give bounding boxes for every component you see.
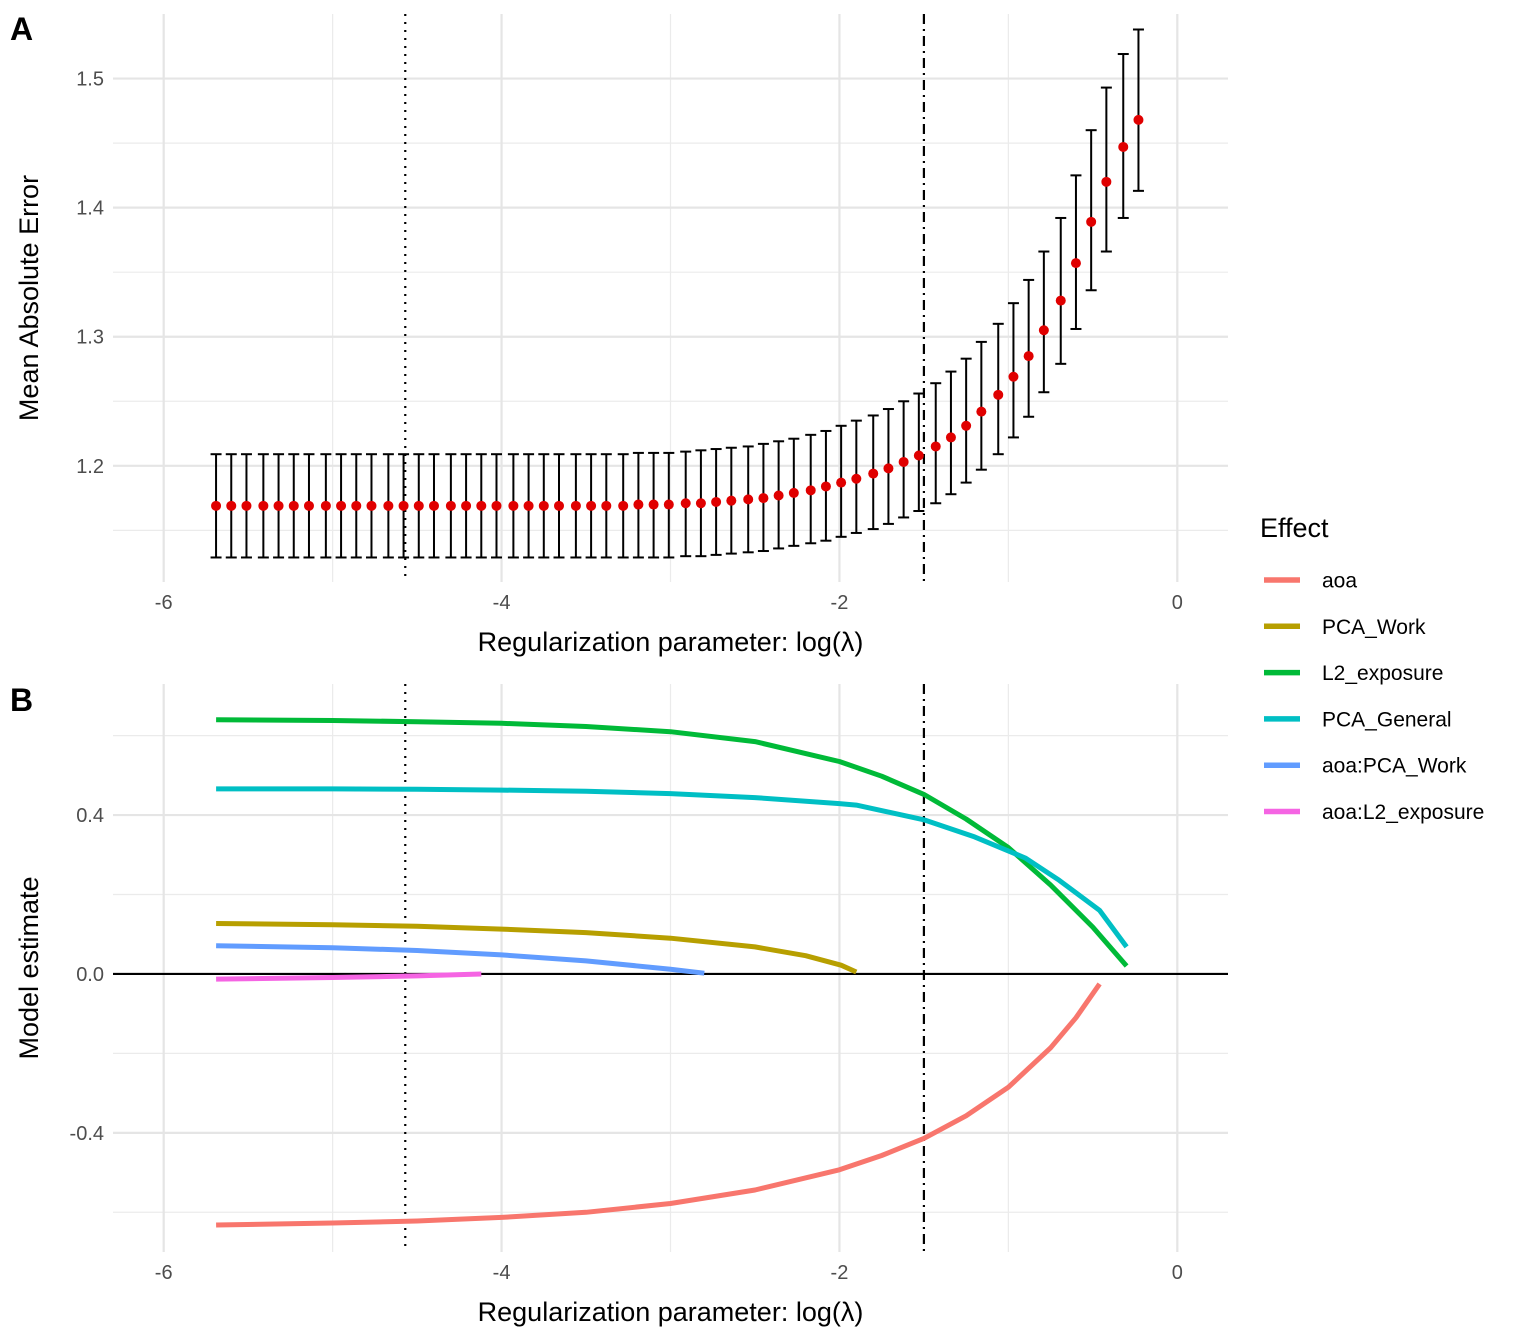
panel-a: -6 -4 -2 0 1.2 1.3 1.4 1.5 Regularization parame… bbox=[14, 14, 1228, 657]
legend-label: aoa bbox=[1322, 570, 1357, 593]
legend-label: PCA_Work bbox=[1322, 616, 1426, 639]
panel-b-label: B bbox=[10, 682, 33, 718]
legend: Effect aoa PCA_Work L2_exposure PCA_General… bbox=[1260, 513, 1484, 824]
mae-point bbox=[868, 468, 879, 479]
mae-point bbox=[288, 500, 299, 511]
mae-point bbox=[428, 500, 439, 511]
panel-a-y-tick-label: 1.5 bbox=[76, 69, 104, 91]
panel-a-x-tick-label: -6 bbox=[155, 592, 173, 614]
legend-title: Effect bbox=[1260, 513, 1329, 543]
series-line-aoa-pca-work bbox=[216, 943, 705, 976]
mae-point bbox=[523, 500, 534, 511]
panel-b-x-tick-label: 0 bbox=[1172, 1262, 1183, 1284]
mae-point bbox=[258, 500, 269, 511]
legend-label: L2_exposure bbox=[1322, 662, 1443, 685]
mae-point bbox=[883, 463, 894, 474]
mae-point bbox=[366, 500, 377, 511]
mae-point bbox=[711, 496, 722, 507]
legend-label: aoa:L2_exposure bbox=[1322, 801, 1484, 824]
series-line-pca-work bbox=[216, 921, 858, 975]
panel-b-x-tick-label: -6 bbox=[155, 1262, 173, 1284]
panel-a-y-tick-label: 1.4 bbox=[76, 198, 104, 220]
mae-point bbox=[788, 487, 799, 498]
mae-point bbox=[1101, 176, 1112, 187]
mae-point bbox=[851, 473, 862, 484]
legend-label: PCA_General bbox=[1322, 708, 1452, 731]
mae-point bbox=[226, 500, 237, 511]
panel-b-y-tick-label: 0.0 bbox=[76, 964, 104, 986]
mae-point bbox=[913, 450, 924, 461]
mae-point bbox=[1118, 141, 1129, 152]
mae-point bbox=[695, 498, 706, 509]
mae-point bbox=[1086, 216, 1097, 227]
mae-point bbox=[303, 500, 314, 511]
mae-point bbox=[1055, 295, 1066, 306]
mae-point bbox=[211, 500, 222, 511]
mae-point bbox=[320, 500, 331, 511]
mae-point bbox=[773, 490, 784, 501]
mae-point bbox=[586, 500, 597, 511]
series-line-aoa bbox=[216, 982, 1102, 1228]
mae-point bbox=[758, 493, 769, 504]
mae-point bbox=[743, 494, 754, 505]
mae-point bbox=[930, 441, 941, 452]
mae-point bbox=[1038, 325, 1049, 336]
mae-point bbox=[993, 389, 1004, 400]
mae-point bbox=[726, 495, 737, 506]
panel-a-y-tick-label: 1.2 bbox=[76, 456, 104, 478]
mae-point bbox=[1133, 114, 1144, 125]
mae-point bbox=[805, 485, 816, 496]
mae-point bbox=[820, 481, 831, 492]
panel-b-y-tick-label: 0.4 bbox=[76, 805, 104, 827]
panel-b-y-axis-title: Model estimate bbox=[14, 876, 44, 1059]
mae-point bbox=[398, 500, 409, 511]
mae-point bbox=[1023, 351, 1034, 362]
mae-point bbox=[898, 456, 909, 467]
panel-b: -6 -4 -2 0 -0.4 0.0 0.4 Regularization paramete… bbox=[14, 684, 1228, 1327]
mae-point bbox=[554, 500, 564, 511]
mae-point bbox=[836, 477, 847, 488]
mae-point bbox=[570, 500, 581, 511]
panel-a-y-tick-label: 1.3 bbox=[76, 327, 104, 349]
mae-point bbox=[1070, 258, 1081, 269]
mae-point bbox=[476, 500, 487, 511]
panel-a-y-axis-title: Mean Absolute Error bbox=[14, 175, 44, 421]
mae-point bbox=[945, 432, 956, 443]
mae-point bbox=[508, 500, 519, 511]
panel-a-x-axis-title: Regularization parameter: log(λ) bbox=[478, 627, 864, 657]
mae-point bbox=[273, 500, 284, 511]
mae-point bbox=[648, 499, 659, 510]
mae-point bbox=[961, 420, 972, 431]
mae-point bbox=[680, 498, 691, 509]
mae-point bbox=[618, 500, 629, 511]
mae-point bbox=[241, 500, 252, 511]
mae-point bbox=[413, 500, 424, 511]
panel-b-y-tick-label: -0.4 bbox=[70, 1123, 104, 1145]
mae-point bbox=[976, 406, 987, 417]
mae-point bbox=[383, 500, 394, 511]
panel-b-x-tick-label: -2 bbox=[831, 1262, 849, 1284]
series-line-l2-exposure bbox=[216, 717, 1129, 968]
panel-a-x-tick-label: -4 bbox=[493, 592, 511, 614]
mae-point bbox=[351, 500, 362, 511]
mae-point bbox=[1008, 371, 1019, 382]
mae-point bbox=[445, 500, 456, 511]
mae-point bbox=[336, 500, 347, 511]
mae-point bbox=[601, 500, 612, 511]
panel-a-x-tick-label: 0 bbox=[1172, 592, 1183, 614]
legend-label: aoa:PCA_Work bbox=[1322, 755, 1467, 778]
panel-a-x-tick-label: -2 bbox=[831, 592, 849, 614]
panel-a-label: A bbox=[10, 11, 33, 47]
mae-point bbox=[538, 500, 549, 511]
mae-point bbox=[461, 500, 472, 511]
panel-b-x-axis-title: Regularization parameter: log(λ) bbox=[478, 1297, 864, 1327]
mae-point bbox=[491, 500, 502, 511]
mae-point bbox=[663, 499, 674, 510]
series-line-pca-general bbox=[216, 786, 1129, 949]
series-line-aoa-l2-exposure bbox=[216, 971, 482, 982]
mae-point bbox=[633, 499, 644, 510]
panel-b-x-tick-label: -4 bbox=[493, 1262, 511, 1284]
